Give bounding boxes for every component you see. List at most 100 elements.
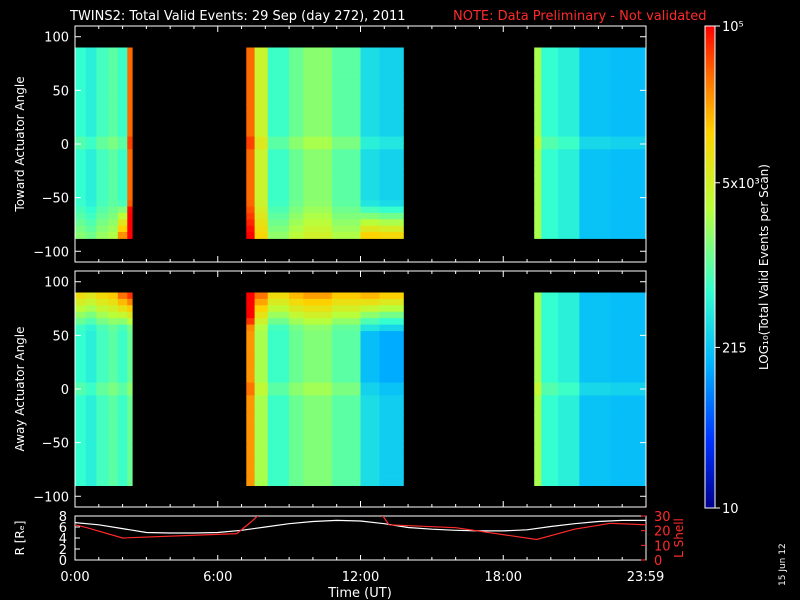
heatmap-cell <box>254 305 269 313</box>
heatmap-cell <box>579 225 611 233</box>
heatmap-cell <box>534 382 542 390</box>
heatmap-cell <box>85 123 97 131</box>
heatmap-cell <box>534 149 542 157</box>
heatmap-cell <box>303 331 333 338</box>
heatmap-cell <box>360 331 380 338</box>
heatmap-cell <box>558 149 580 157</box>
heatmap-cell <box>246 92 256 99</box>
heatmap-cell <box>579 311 611 319</box>
heatmap-cell <box>534 60 542 68</box>
y-tick-label: 8 <box>59 510 67 525</box>
heatmap-cell <box>541 130 559 138</box>
heatmap-cell <box>117 446 128 454</box>
heatmap-cell <box>96 98 109 106</box>
heatmap-cell <box>610 414 647 422</box>
heatmap-cell <box>117 408 128 416</box>
heatmap-cell <box>117 111 128 118</box>
colorbar-tick-label: 10 <box>722 502 739 517</box>
heatmap-cell <box>558 187 580 195</box>
heatmap-cell <box>127 408 133 416</box>
heatmap-cell <box>75 356 87 364</box>
heatmap-cell <box>534 408 542 416</box>
heatmap-cell <box>303 130 333 138</box>
heatmap-cell <box>85 459 97 467</box>
heatmap-cell <box>289 72 304 80</box>
heatmap-cell <box>541 206 559 214</box>
heatmap-cell <box>579 98 611 106</box>
heatmap-cell <box>289 318 304 326</box>
radius-ylabel: R [Rₑ] <box>13 521 27 556</box>
heatmap-cell <box>360 356 380 364</box>
heatmap-cell <box>96 369 109 377</box>
x-tick-label: 12:00 <box>342 570 379 585</box>
heatmap-cell <box>117 440 128 448</box>
heatmap-cell <box>379 479 404 486</box>
heatmap-cell <box>254 111 269 118</box>
heatmap-cell <box>85 434 97 441</box>
heatmap-cell <box>96 212 109 220</box>
heatmap-cell <box>379 395 404 403</box>
heatmap-cell <box>108 117 119 125</box>
heatmap-cell <box>127 382 133 390</box>
heatmap-cell <box>254 155 269 163</box>
heatmap-cell <box>108 331 119 338</box>
heatmap-cell <box>127 421 133 429</box>
heatmap-cell <box>610 311 647 319</box>
heatmap-cell <box>117 337 128 345</box>
heatmap-cell <box>379 162 404 169</box>
heatmap-cell <box>579 363 611 371</box>
heatmap-cell <box>267 363 290 371</box>
heatmap-cell <box>303 162 333 169</box>
heatmap-cell <box>379 85 404 93</box>
heatmap-cell <box>579 331 611 338</box>
heatmap-cell <box>75 331 87 338</box>
heatmap-cell <box>85 117 97 125</box>
heatmap-cell <box>331 356 361 364</box>
heatmap-cell <box>289 434 304 441</box>
heatmap-cell <box>303 453 333 461</box>
heatmap-cell <box>303 149 333 157</box>
heatmap-cell <box>331 382 361 390</box>
heatmap-cell <box>108 389 119 396</box>
heatmap-cell <box>303 181 333 188</box>
heatmap-cell <box>85 440 97 448</box>
heatmap-cell <box>541 117 559 125</box>
heatmap-cell <box>117 66 128 74</box>
heatmap-cell <box>360 66 380 74</box>
heatmap-cell <box>108 66 119 74</box>
heatmap-cell <box>246 459 256 467</box>
heatmap-cell <box>96 343 109 351</box>
heatmap-cell <box>558 434 580 441</box>
heatmap-cell <box>289 459 304 467</box>
heatmap-cell <box>96 219 109 227</box>
heatmap-cell <box>108 72 119 80</box>
heatmap-cell <box>246 162 256 169</box>
heatmap-cell <box>610 343 647 351</box>
heatmap-cell <box>558 117 580 125</box>
heatmap-cell <box>541 98 559 106</box>
colorbar-label: LOG₁₀(Total Valid Events per Scan) <box>757 164 771 370</box>
heatmap-cell <box>289 232 304 239</box>
heatmap-cell <box>96 376 109 383</box>
heatmap-cell <box>360 479 380 486</box>
heatmap-cell <box>108 168 119 176</box>
heatmap-cell <box>267 369 290 377</box>
heatmap-cell <box>379 72 404 80</box>
heatmap-cell <box>331 298 361 306</box>
heatmap-cell <box>558 219 580 227</box>
heatmap-cell <box>360 219 380 227</box>
heatmap-cell <box>75 466 87 474</box>
heatmap-cell <box>246 363 256 371</box>
heatmap-cell <box>579 85 611 93</box>
heatmap-cell <box>534 331 542 338</box>
heatmap-cell <box>108 292 119 300</box>
heatmap-cell <box>379 47 404 55</box>
preliminary-note: NOTE: Data Preliminary - Not validated <box>453 9 707 24</box>
heatmap-cell <box>558 343 580 351</box>
heatmap-cell <box>75 434 87 441</box>
heatmap-cell <box>75 85 87 93</box>
heatmap-cell <box>558 60 580 68</box>
heatmap-cell <box>579 408 611 416</box>
heatmap-cell <box>579 453 611 461</box>
heatmap-cell <box>254 401 269 409</box>
